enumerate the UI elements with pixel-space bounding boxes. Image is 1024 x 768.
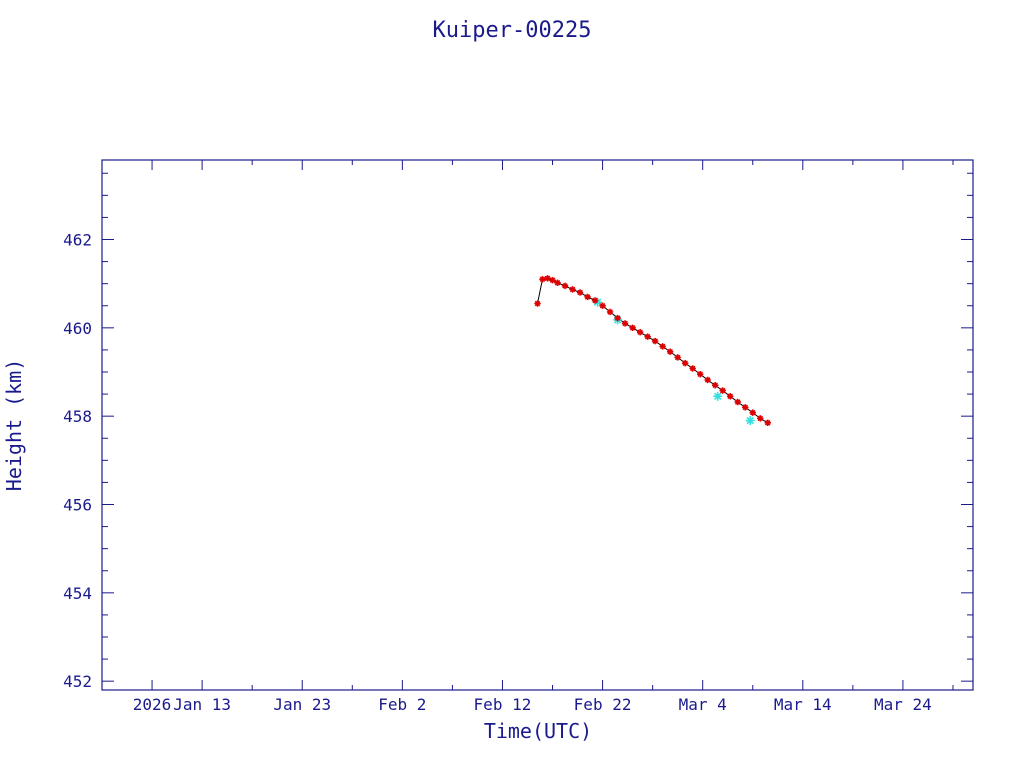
data-point	[742, 404, 749, 411]
data-points	[534, 275, 771, 426]
y-tick-label: 456	[63, 496, 92, 515]
data-point	[674, 354, 681, 361]
data-point	[561, 282, 569, 290]
data-point	[757, 415, 764, 422]
data-point-secondary	[745, 416, 755, 426]
x-tick-label: Mar 24	[874, 695, 932, 714]
y-tick-label: 458	[63, 407, 92, 426]
data-point	[696, 371, 704, 378]
data-point	[659, 343, 666, 350]
data-point	[584, 293, 591, 301]
y-tick-label: 462	[63, 231, 92, 250]
data-point	[576, 289, 584, 296]
data-point	[606, 308, 614, 316]
chart-title: Kuiper-00225	[433, 18, 592, 43]
data-point	[644, 333, 651, 340]
x-tick-label: Jan 13	[173, 695, 231, 714]
data-point	[539, 276, 546, 283]
y-axis-label: Height (km)	[2, 359, 26, 491]
data-point	[554, 279, 561, 286]
data-point	[666, 348, 674, 355]
data-point	[651, 337, 659, 345]
data-point	[621, 320, 629, 327]
x-axis-label: Time(UTC)	[484, 719, 592, 743]
x-tick-label: 2026	[133, 695, 172, 714]
data-point	[727, 393, 734, 400]
y-tick-label: 452	[63, 672, 92, 691]
data-point-secondary	[713, 391, 723, 401]
data-point	[614, 314, 621, 322]
data-point	[764, 419, 771, 426]
y-tick-label: 460	[63, 319, 92, 338]
x-tick-label: Feb 12	[474, 695, 532, 714]
plot-frame	[101, 159, 974, 691]
data-point	[599, 302, 606, 309]
data-point	[636, 329, 644, 336]
data-point	[712, 382, 719, 389]
data-point	[591, 297, 599, 304]
data-point	[549, 276, 556, 284]
data-point	[704, 376, 711, 384]
axis-tick-labels: 2026 Jan 13 Jan 23 Feb 2 Feb 12 Feb 22 Mar 4 Ma…	[63, 231, 932, 715]
data-point	[734, 398, 741, 406]
data-point	[681, 359, 689, 367]
series-connector-line	[537, 277, 769, 424]
x-tick-label: Feb 2	[378, 695, 426, 714]
axis-ticks	[102, 160, 973, 690]
data-point	[534, 300, 541, 307]
x-tick-label: Mar 14	[774, 695, 832, 714]
data-point	[629, 324, 636, 332]
data-point	[749, 409, 756, 416]
x-tick-label: Mar 4	[679, 695, 727, 714]
x-tick-label: Jan 23	[273, 695, 331, 714]
data-point	[569, 286, 576, 293]
x-tick-label: Feb 22	[574, 695, 632, 714]
y-tick-label: 454	[63, 584, 92, 603]
data-point	[689, 365, 696, 372]
data-point	[544, 275, 551, 282]
data-point	[719, 387, 726, 394]
series-line	[537, 277, 769, 424]
